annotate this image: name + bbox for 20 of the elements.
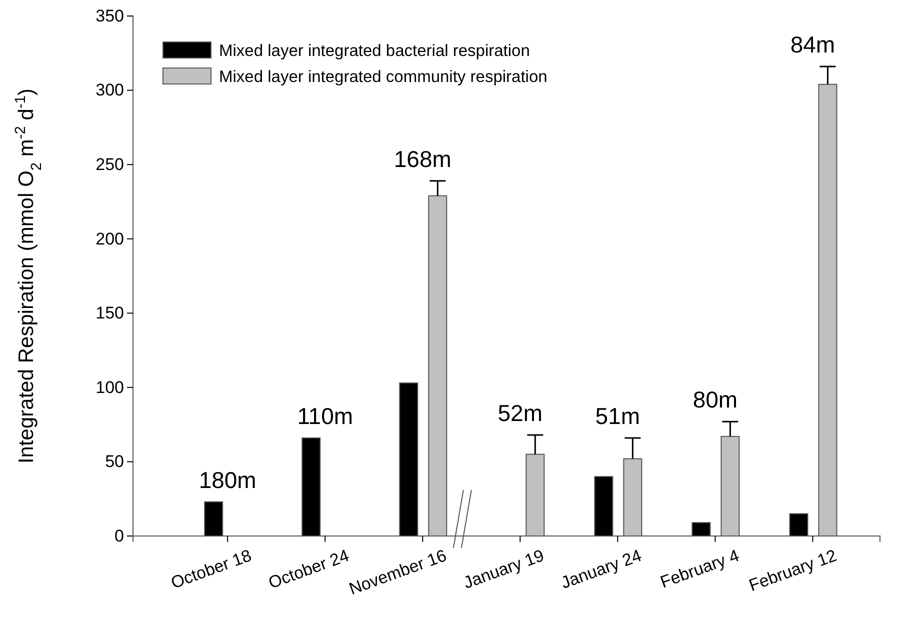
x-tick-label: January 19 [460, 546, 547, 593]
y-tick-label: 200 [96, 229, 124, 248]
x-tick-label: January 24 [558, 546, 644, 593]
annotation: 110m [297, 402, 354, 429]
y-tick-label: 0 [114, 526, 124, 546]
y-tick-label: 150 [96, 304, 124, 323]
annotation: 51m [595, 402, 640, 429]
annotation: 52m [498, 400, 543, 426]
annotation: 180m [198, 466, 256, 493]
annotation: 84m [790, 32, 836, 58]
annotation: 80m [692, 386, 738, 413]
x-tick-label: October 18 [168, 546, 254, 593]
legend-label: Mixed layer integrated community respiration [219, 68, 548, 86]
y-tick-label: 300 [96, 80, 124, 100]
legend-label: Mixed layer integrated bacterial respiration [219, 42, 530, 60]
y-tick-label: 250 [96, 155, 124, 174]
y-tick-label: 350 [96, 6, 124, 26]
annotation: 168m [394, 146, 452, 172]
y-tick-label: 100 [96, 378, 124, 397]
y-tick-label: 50 [105, 452, 124, 472]
